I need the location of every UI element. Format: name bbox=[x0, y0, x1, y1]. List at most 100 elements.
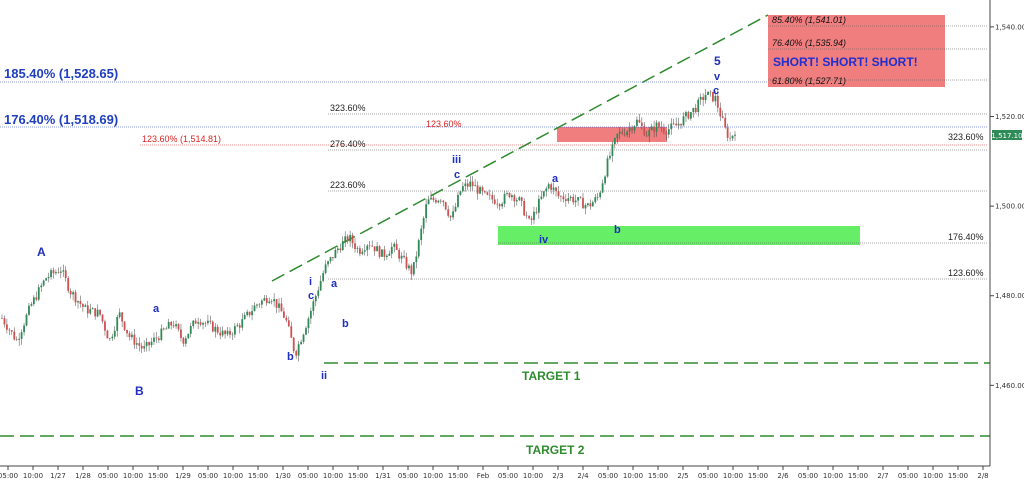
wave-a1: a bbox=[153, 303, 160, 315]
candle-body bbox=[537, 198, 540, 213]
resistance-zone bbox=[557, 127, 667, 142]
candle-body bbox=[606, 158, 609, 177]
fib-3236-a-label: 323.60% bbox=[330, 103, 366, 113]
candle-body bbox=[197, 322, 200, 324]
wave-i: i bbox=[309, 276, 312, 288]
candle-body bbox=[89, 309, 92, 314]
fib-3236-b-label: 323.60% bbox=[948, 132, 984, 142]
candle-body bbox=[729, 137, 731, 139]
candle-body bbox=[658, 122, 660, 127]
candle-body bbox=[251, 311, 253, 316]
candle-body bbox=[508, 193, 511, 198]
candle-body bbox=[307, 318, 310, 329]
x-tick-label: 15:00 bbox=[948, 472, 968, 480]
candle-body bbox=[1, 318, 3, 319]
candle-body bbox=[552, 187, 555, 190]
candle-body bbox=[275, 299, 278, 308]
candle-body bbox=[150, 341, 153, 346]
candle-body bbox=[697, 99, 700, 113]
trendline bbox=[271, 14, 769, 282]
candle-body bbox=[378, 246, 381, 257]
candle-body bbox=[518, 197, 521, 201]
candle-body bbox=[354, 243, 356, 250]
candle-body bbox=[238, 325, 241, 328]
candle-body bbox=[390, 246, 393, 254]
candle-body bbox=[650, 126, 653, 131]
candle-body bbox=[621, 131, 624, 134]
candle-body bbox=[231, 334, 234, 336]
candle-body bbox=[520, 197, 523, 201]
candle-body bbox=[236, 325, 239, 327]
candle-body bbox=[442, 200, 445, 203]
candle-body bbox=[412, 262, 415, 275]
candle-body bbox=[731, 135, 734, 139]
candle-body bbox=[111, 336, 114, 339]
fib-1764-label: 176.40% (1,518.69) bbox=[4, 112, 118, 127]
candle-body bbox=[454, 206, 457, 212]
x-tick-label: 15:00 bbox=[848, 472, 868, 480]
candle-body bbox=[506, 193, 508, 194]
candle-body bbox=[86, 305, 89, 314]
candle-body bbox=[648, 130, 651, 137]
candle-body bbox=[214, 326, 217, 332]
candle-body bbox=[493, 199, 496, 204]
candle-body bbox=[69, 290, 72, 295]
x-tick-label: Feb bbox=[477, 472, 490, 480]
candle-body bbox=[57, 272, 60, 273]
candle-body bbox=[211, 321, 214, 332]
candle-body bbox=[50, 270, 52, 278]
candle-body bbox=[172, 325, 175, 327]
candle-body bbox=[528, 216, 530, 219]
short-label: SHORT! SHORT! SHORT! bbox=[773, 55, 918, 69]
candle-body bbox=[108, 338, 111, 339]
candle-body bbox=[385, 255, 388, 257]
y-ticks: 1,540.00 1,520.00 1,500.00 1,480.00 1,460.00 bbox=[990, 23, 1024, 390]
candle-body bbox=[356, 248, 359, 250]
candle-body bbox=[466, 183, 469, 187]
fib-1854-label: 185.40% (1,528.65) bbox=[4, 66, 118, 81]
candle-body bbox=[64, 270, 67, 279]
x-tick-label: 15:00 bbox=[448, 472, 468, 480]
candle-body bbox=[721, 116, 724, 118]
fib-1236-b-label: 123.60% bbox=[948, 268, 984, 278]
candle-body bbox=[361, 251, 364, 254]
wave-a2: a bbox=[331, 278, 338, 290]
candle-body bbox=[474, 185, 477, 187]
candle-body bbox=[376, 246, 378, 252]
candle-body bbox=[6, 324, 8, 330]
candle-body bbox=[716, 95, 719, 108]
candle-body bbox=[435, 200, 437, 203]
current-price-box bbox=[992, 130, 1022, 140]
candle-body bbox=[596, 197, 599, 198]
candle-body bbox=[268, 301, 271, 304]
candle-body bbox=[488, 194, 491, 196]
candle-body bbox=[481, 187, 484, 192]
candle-body bbox=[447, 209, 450, 216]
candle-body bbox=[140, 345, 143, 349]
candle-body bbox=[180, 329, 182, 338]
x-tick-label: 10:00 bbox=[23, 472, 43, 480]
candle-body bbox=[707, 91, 709, 95]
candle-body bbox=[675, 123, 678, 126]
fib-1236-red-label: 123.60% (1,514.81) bbox=[142, 134, 221, 144]
candle-body bbox=[503, 193, 506, 204]
fib-2764-label: 276.40% bbox=[330, 139, 366, 149]
candle-body bbox=[564, 199, 567, 202]
candle-body bbox=[278, 303, 280, 308]
candle-body bbox=[395, 243, 398, 250]
candle-body bbox=[439, 200, 442, 202]
candle-body bbox=[312, 301, 315, 311]
candle-body bbox=[427, 199, 430, 205]
candle-body bbox=[479, 187, 481, 194]
candle-body bbox=[616, 133, 619, 139]
x-tick-label: 05:00 bbox=[798, 472, 818, 480]
x-tick-label: 2/8 bbox=[977, 472, 988, 480]
candle-body bbox=[155, 337, 158, 339]
x-tick-label: 05:00 bbox=[0, 472, 18, 480]
candle-body bbox=[525, 215, 528, 217]
candle-body bbox=[398, 249, 401, 259]
x-tick-label: 15:00 bbox=[148, 472, 168, 480]
candle-body bbox=[295, 351, 298, 356]
x-tick-label: 10:00 bbox=[823, 472, 843, 480]
candle-body bbox=[309, 310, 312, 319]
